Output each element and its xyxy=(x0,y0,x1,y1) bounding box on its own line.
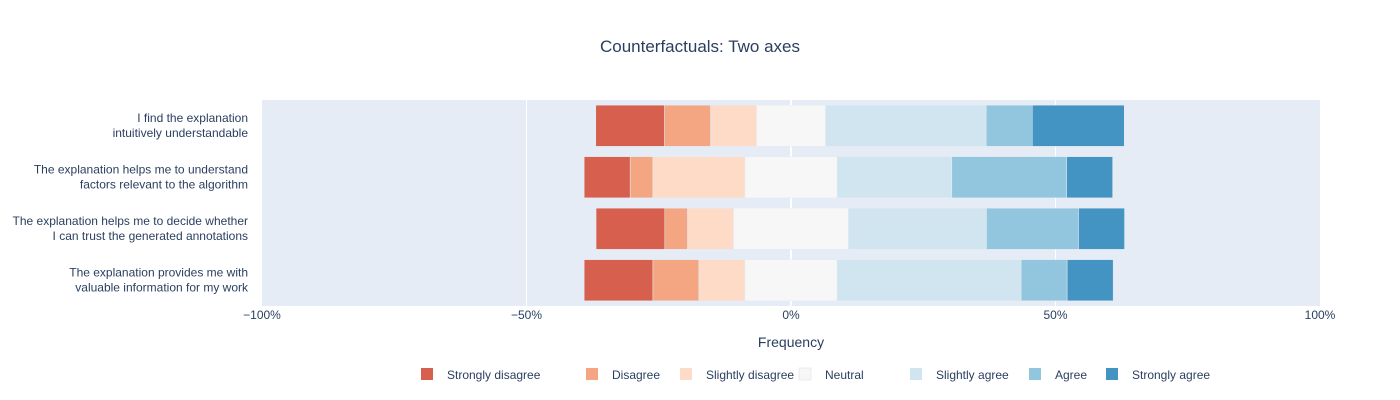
bar-agree xyxy=(985,104,1033,147)
bars xyxy=(583,104,1125,302)
legend-label: Agree xyxy=(1055,368,1087,382)
bar-slightly-agree xyxy=(836,156,953,199)
bar-strongly-disagree xyxy=(583,156,631,199)
legend-swatch xyxy=(1029,368,1041,380)
bar-agree xyxy=(986,207,1079,250)
legend-label: Neutral xyxy=(825,368,864,382)
bar-disagree xyxy=(629,156,654,199)
legend-swatch xyxy=(798,367,812,381)
x-tick-label: −100% xyxy=(243,308,281,322)
bar-disagree xyxy=(652,259,700,302)
legend-swatch xyxy=(680,368,692,380)
bar-agree xyxy=(951,156,1067,199)
bar-strongly-agree xyxy=(1078,207,1125,250)
bar-strongly-disagree xyxy=(595,104,665,147)
x-tick-label: 100% xyxy=(1305,308,1336,322)
bar-slightly-agree xyxy=(848,207,987,250)
bar-disagree xyxy=(664,104,711,147)
legend-label: Disagree xyxy=(612,368,660,382)
x-tick-label: 0% xyxy=(782,308,800,322)
bar-strongly-agree xyxy=(1066,259,1114,302)
bar-strongly-agree xyxy=(1031,104,1125,147)
bar-agree xyxy=(1020,259,1068,302)
y-tick-label: The explanation helps me to understand fa… xyxy=(34,162,248,191)
bar-strongly-disagree xyxy=(595,207,666,250)
y-tick-label: The explanation provides me with valuable… xyxy=(69,265,249,294)
bar-neutral xyxy=(744,259,838,302)
y-tick-label: The explanation helps me to decide wheth… xyxy=(13,214,248,243)
y-axis-tick-labels: I find the explanation intuitively unders… xyxy=(13,111,249,295)
legend-swatch xyxy=(910,368,922,380)
legend-swatch xyxy=(586,368,598,380)
x-tick-label: −50% xyxy=(511,308,542,322)
legend: Strongly disagree Disagree Slightly disagr… xyxy=(421,367,1210,382)
legend-label: Slightly disagree xyxy=(706,368,794,382)
x-tick-label: 50% xyxy=(1043,308,1067,322)
bar-slightly-disagree xyxy=(710,104,757,147)
bar-slightly-disagree xyxy=(652,156,746,199)
bar-neutral xyxy=(733,207,849,250)
bar-neutral xyxy=(744,156,838,199)
bar-slightly-agree xyxy=(836,259,1022,302)
bar-neutral xyxy=(756,104,826,147)
chart-title: Counterfactuals: Two axes xyxy=(600,37,800,56)
bar-slightly-agree xyxy=(825,104,987,147)
legend-label: Strongly disagree xyxy=(447,368,541,382)
legend-label: Slightly agree xyxy=(936,368,1009,382)
legend-label: Strongly agree xyxy=(1132,368,1210,382)
bar-slightly-disagree xyxy=(698,259,746,302)
bar-strongly-agree xyxy=(1066,156,1113,199)
x-axis-tick-labels: −100% −50% 0% 50% 100% xyxy=(243,308,1336,322)
bar-slightly-disagree xyxy=(687,207,734,250)
legend-swatch xyxy=(1106,368,1118,380)
bar-disagree xyxy=(664,207,688,250)
bar-strongly-disagree xyxy=(583,259,654,302)
legend-swatch xyxy=(421,368,433,380)
y-tick-label: I find the explanation intuitively unders… xyxy=(113,111,249,140)
x-axis-title: Frequency xyxy=(758,334,824,350)
